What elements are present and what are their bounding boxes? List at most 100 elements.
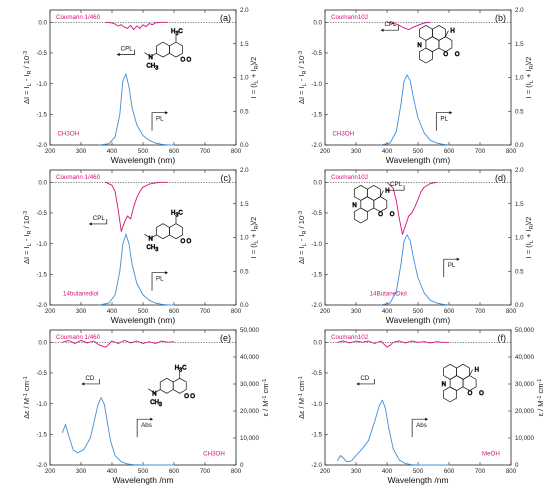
x-axis-label: Wavelength (nm): [111, 155, 176, 165]
molecule-label: O: [443, 52, 448, 58]
data-point-cpl: [124, 221, 125, 223]
x-tick-label: 200: [45, 468, 56, 475]
label-part: - I: [297, 74, 306, 83]
molecule-label: N: [149, 237, 153, 243]
data-point-pl: [114, 136, 116, 138]
data-point-pl: [125, 233, 127, 235]
data-point-cpl: [114, 191, 116, 192]
solvent-label: CH3OH: [332, 131, 354, 138]
annotation-arrowhead: [449, 111, 453, 115]
x-tick-label: 600: [169, 468, 180, 475]
y-left-tick-label: -2.0: [36, 142, 47, 149]
solvent-label: MeOH: [482, 451, 500, 458]
data-point-cpl: [105, 21, 107, 23]
y-right-tick-label: 1.0: [240, 235, 249, 242]
x-tick-label: 600: [444, 308, 455, 315]
label-part: I = (I: [249, 83, 258, 98]
annotation-arrowhead: [81, 382, 85, 386]
label-part: R: [254, 65, 260, 69]
series-line-pl: [99, 73, 174, 146]
data-point-cd: [130, 342, 131, 344]
data-point-pl: [403, 240, 405, 242]
dye-label: Coumarin 1/460: [56, 334, 101, 341]
data-point-abs: [120, 461, 122, 463]
label-part: ΔI = I: [22, 246, 31, 264]
x-tick-label: 400: [382, 148, 393, 155]
label-part: -3: [23, 51, 29, 56]
data-point-pl: [380, 304, 382, 306]
molecule-label: O: [184, 394, 189, 400]
data-point-cpl: [167, 181, 169, 183]
y-right-tick-label: 0.0: [240, 302, 249, 309]
data-point-pl: [148, 139, 150, 141]
annotation-label-pl: PL: [448, 262, 456, 269]
data-point-pl: [409, 80, 411, 82]
data-point-abs: [411, 464, 413, 466]
data-point-pl: [131, 107, 133, 109]
x-tick-label: 200: [320, 468, 331, 475]
data-point-cpl: [133, 29, 135, 30]
x-tick-label: 500: [413, 148, 424, 155]
y-right-tick-label: 50,000: [240, 327, 259, 334]
label-part: L: [529, 240, 535, 243]
annotation-label-cd: CD: [85, 375, 94, 382]
label-part: - I: [22, 234, 31, 243]
dye-label: Coumarin 1/460: [56, 14, 101, 21]
molecule-ring: [366, 184, 381, 201]
data-point-abs: [351, 460, 352, 462]
y-left-tick-label: 0.0: [313, 19, 322, 26]
data-point-abs: [385, 407, 386, 409]
y-right-tick-label: 2.0: [240, 167, 249, 174]
molecule-label: H3C: [175, 365, 187, 373]
y-right-tick-label: 2.0: [515, 7, 524, 14]
y-right-tick-label: 1.0: [240, 75, 249, 82]
series-line-abs: [337, 399, 449, 466]
data-point-cpl: [148, 183, 150, 185]
y-left-tick-label: -2.0: [311, 462, 322, 469]
data-point-cpl: [127, 28, 128, 29]
data-point-cd: [436, 341, 437, 343]
data-point-cpl: [155, 182, 156, 184]
annotation-label-pl: PL: [156, 276, 164, 283]
y-right-tick-label: 30,000: [515, 381, 534, 388]
data-point-cd: [355, 340, 357, 342]
label-part: ε / M: [261, 401, 270, 417]
data-point-abs: [83, 448, 85, 450]
y-left-tick-label: -1.5: [311, 272, 322, 279]
label-part: -1: [298, 393, 304, 398]
data-point-cpl: [405, 224, 406, 226]
annotation-arrow: [358, 378, 375, 385]
label-part: / 10: [297, 56, 306, 71]
label-part: )/2: [524, 57, 533, 66]
data-point-abs: [374, 421, 375, 423]
annotation-arrow: [382, 25, 399, 31]
data-point-cpl: [402, 26, 403, 28]
x-tick-label: 400: [382, 468, 393, 475]
x-tick-label: 800: [231, 308, 242, 315]
x-tick-label: 400: [107, 148, 118, 155]
label-part: -1: [23, 393, 29, 398]
data-point-pl: [122, 243, 124, 245]
label-part: C: [178, 29, 183, 35]
y-right-tick-label: 0: [515, 462, 519, 469]
label-part: L: [302, 83, 308, 86]
y-right-tick-label: 0.5: [240, 268, 249, 275]
plot-frame: [324, 9, 512, 146]
solvent-label: 14ButaneDiol: [370, 291, 407, 298]
label-part: )/2: [249, 217, 258, 226]
label-part: I = (I: [524, 243, 533, 258]
data-point-abs: [340, 455, 341, 456]
label-part: R: [529, 65, 535, 69]
data-point-pl: [380, 144, 382, 146]
data-point-cd: [417, 341, 419, 343]
data-point-pl: [448, 304, 450, 306]
molecule-ring: [159, 377, 174, 394]
data-point-cd: [399, 340, 400, 342]
x-tick-label: 300: [76, 468, 87, 475]
data-point-cd: [62, 341, 63, 343]
y-left-tick-label: 0.0: [313, 179, 322, 186]
x-tick-label: 300: [76, 308, 87, 315]
data-point-cd: [337, 341, 338, 343]
molecule-label: O: [390, 212, 395, 218]
